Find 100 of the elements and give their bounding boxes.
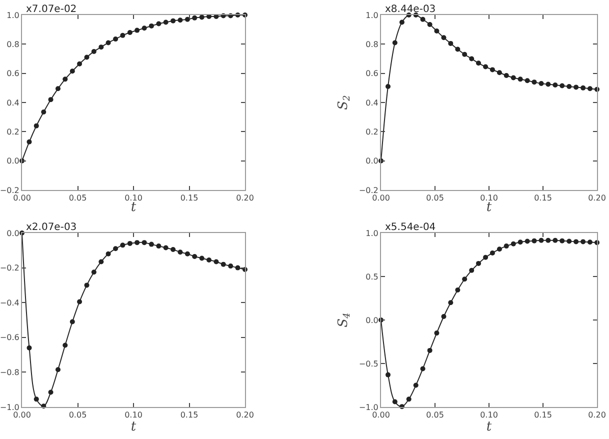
point [546,82,551,87]
point [62,342,68,348]
point [91,48,96,54]
point [496,246,502,252]
point [56,367,61,372]
point [399,20,404,25]
point [41,109,46,114]
point [184,16,190,22]
point [170,247,176,252]
y-tick-label: −0.2 [358,186,378,195]
point [560,238,565,244]
x-tick-label: 0.20 [236,410,254,420]
point [546,238,551,243]
point [434,330,440,336]
point [26,345,32,350]
x-tick-label: 0.00 [372,410,390,420]
point [386,84,391,89]
x-tick-label: 0.10 [480,194,498,203]
x-axis-title: t [486,200,492,215]
y-tick-label: −0.6 [0,333,20,342]
point [192,254,198,259]
point [148,23,154,28]
point [77,299,82,304]
point [441,314,446,320]
y-tick-label: 0.4 [366,98,378,108]
y-tick-label: 1.0 [366,228,378,238]
point [142,240,147,246]
point [524,238,530,244]
point [462,276,468,282]
y-tick-label: 0.6 [6,69,20,78]
chart-title: x2.07e-03 [26,222,77,233]
point [163,245,168,250]
point [113,36,118,42]
x-tick-label: 0.20 [588,194,606,203]
point [156,244,162,249]
point [455,46,460,52]
point [148,242,154,247]
y-tick-label: −0.2 [0,186,20,195]
point [70,319,75,324]
point [518,240,523,245]
point [406,396,412,402]
point [483,254,488,260]
point [580,239,586,244]
chart-title: x5.54e-04 [385,222,436,233]
x-tick-label: 0.10 [480,410,498,420]
point [455,287,460,292]
y-tick-label: −1.0 [358,402,378,412]
point [70,68,75,74]
point [496,70,502,76]
point [427,348,432,353]
point [532,80,537,85]
point [91,270,96,275]
point [434,28,440,34]
point [178,18,183,23]
point [587,86,592,92]
point [206,257,212,262]
x-tick-label: 0.15 [534,410,552,420]
point [476,260,482,266]
y-tick-label: 0.8 [6,40,20,49]
point [199,256,204,261]
point [538,81,544,86]
point [427,22,432,27]
point [386,372,391,378]
point [504,73,509,78]
line-series [20,230,248,409]
x-tick-label: 0.20 [236,194,254,203]
point [483,64,488,70]
point [490,250,495,256]
x-tick-label: 0.05 [426,194,444,203]
point [98,259,104,264]
point [120,32,126,38]
x-tick-label: 0.05 [68,410,87,420]
x-tick-label: 0.00 [372,194,390,203]
point [134,240,140,246]
point [538,238,544,243]
point [156,21,162,26]
x-tick-label: 0.10 [124,194,142,203]
y-tick-label: 0.0 [366,156,378,166]
point [469,56,474,62]
y-tick-label: 0.0 [366,316,378,325]
point [392,40,398,46]
y-tick-label: 0.2 [366,127,378,136]
point [228,264,234,269]
x-axis-title: t [486,420,492,435]
x-tick-label: 0.20 [588,410,606,420]
x-tick-label: 0.15 [180,410,198,420]
point [134,28,140,33]
y-tick-label: 0.6 [366,69,378,78]
y-tick-label: −0.2 [0,264,20,273]
y-tick-label: 0.2 [6,127,20,136]
point [127,30,132,35]
x-axis-title: t [130,420,137,435]
y-tick-label: −0.4 [0,298,20,308]
point [214,259,219,264]
x-axis-title: t [130,200,137,215]
point [48,390,54,395]
point [392,399,398,404]
y-tick-label: 0.0 [6,228,20,238]
point [84,282,90,288]
point [448,40,454,46]
